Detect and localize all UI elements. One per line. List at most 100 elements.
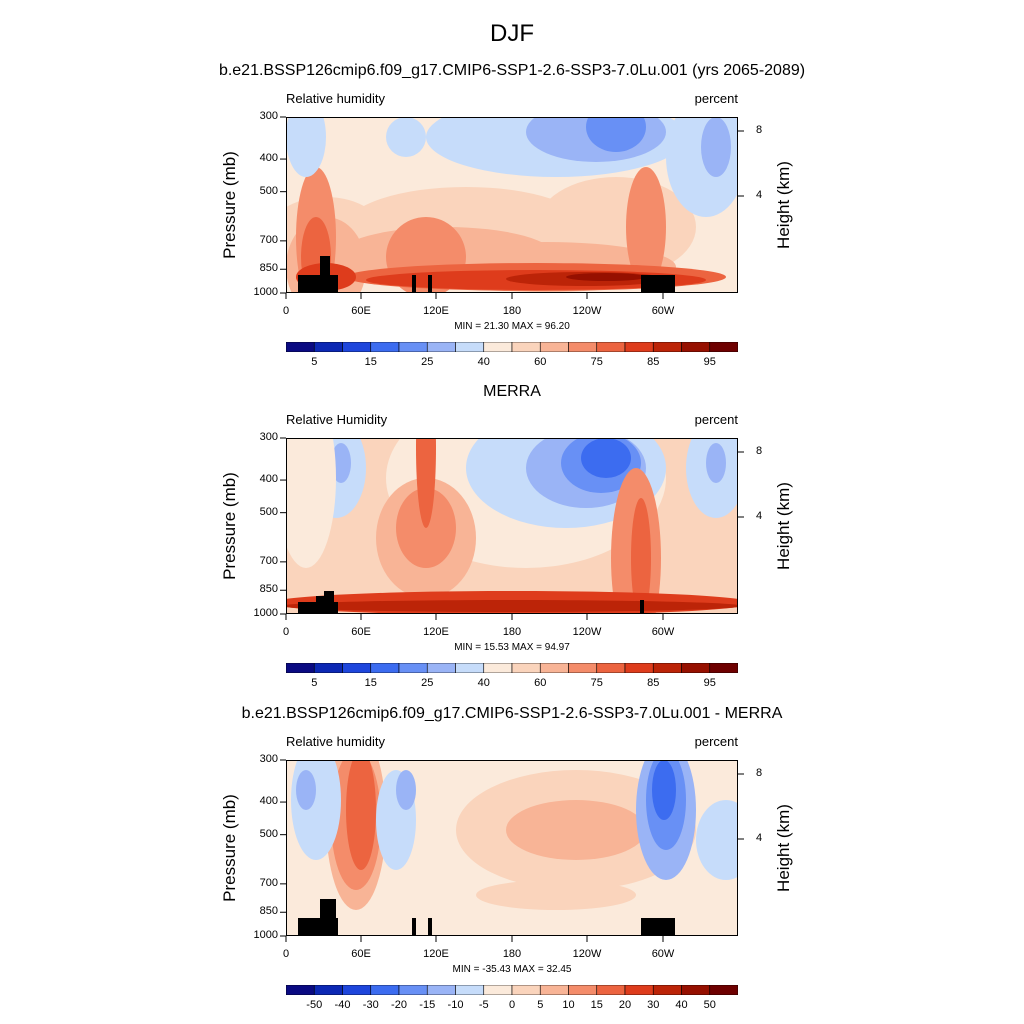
colorbar-swatch [511,663,541,673]
y-tick-label: 1000 [253,607,278,619]
x-tick-label: 60W [651,626,675,638]
colorbar-swatch [624,342,654,352]
height-tick-label: 4 [756,189,763,201]
plot-frame [286,760,738,936]
contour-region [296,770,316,810]
colorbar-swatch [483,663,513,673]
topography-mask [320,899,336,918]
colorbar-label: 50 [703,999,716,1011]
plot-frame [286,438,738,614]
colorbar-swatch [539,342,569,352]
x-tick-label: 120W [572,626,602,638]
height-tick-label: 4 [756,832,763,844]
x-tick-label: 60E [351,948,371,960]
colorbar-label: 25 [421,677,434,689]
colorbar-label: 10 [562,999,575,1011]
x-tick-label: 0 [282,626,290,638]
contour-region [696,800,738,880]
y-tick-label: 300 [259,431,278,443]
contour-region [652,760,676,820]
colorbar-label: -50 [306,999,323,1011]
colorbar-label: 5 [311,677,318,689]
colorbar-swatch [342,985,372,995]
colorbar-swatch [342,663,372,673]
colorbar-label: 95 [703,356,716,368]
colorbar-label: -40 [334,999,351,1011]
contour-region [476,880,636,910]
colorbar-label: 75 [590,356,603,368]
y-tick-label: 500 [259,184,278,197]
x-tick-label: 120E [423,626,449,638]
contour-region [416,438,436,528]
contour-region [701,117,731,177]
height-tick-label: 8 [756,767,763,779]
topography-mask [298,275,338,293]
units-label: percent [694,412,738,427]
colorbar-swatch [286,663,315,673]
y-tick-label: 850 [259,262,278,275]
colorbar-swatch [313,663,343,673]
colorbar-label: 40 [477,356,490,368]
colorbar [286,663,738,673]
min-max-label: MIN = 15.53 MAX = 94.97 [454,642,570,653]
colorbar-swatch [313,342,343,352]
topography-mask [298,602,338,614]
colorbar-swatch [455,663,485,673]
panel-title: b.e21.BSSP126cmip6.f09_g17.CMIP6-SSP1-2.… [241,705,783,722]
colorbar-label: 25 [421,356,434,368]
x-tick-label: 0 [282,305,290,317]
height-tick-label: 4 [756,510,763,522]
contour-region [566,273,646,281]
colorbar-label: 5 [311,356,318,368]
colorbar-label: 40 [477,677,490,689]
colorbar-swatch [455,342,485,352]
x-tick-label: 180 [502,948,522,960]
colorbar [286,985,738,995]
colorbar-swatch [681,342,711,352]
contour-plot [286,438,738,614]
colorbar-swatch [370,342,400,352]
colorbar-label: 60 [534,356,547,368]
height-tick-label: 8 [756,124,763,136]
contour-region [331,443,351,483]
y-tick-label: 300 [259,110,278,122]
colorbar-swatch [596,342,626,352]
colorbar-label: 20 [618,999,632,1011]
colorbar-swatch [681,985,711,995]
colorbar-label: 30 [647,999,660,1011]
colorbar-label: 95 [703,677,716,689]
height-tick-label: 8 [756,445,763,457]
y-tick-label: 500 [259,505,278,518]
x-tick-label: 120W [572,305,602,317]
colorbar-swatch [370,985,400,995]
contour-region [396,770,416,810]
colorbar-swatch [681,663,711,673]
colorbar-swatch [568,663,598,673]
colorbar-swatch [483,985,513,995]
colorbar-swatch [652,985,682,995]
topography-mask [412,918,416,936]
contour-plot [286,760,738,936]
y-tick-label: 400 [259,795,278,808]
colorbar-swatch [426,342,456,352]
topography-mask [641,918,675,936]
y-axis-label: Pressure (mb) [220,472,239,580]
contour-region [626,167,666,287]
y2-axis-label: Height (km) [774,804,793,892]
colorbar-swatch [342,342,372,352]
colorbar-swatch [483,342,513,352]
units-label: percent [694,734,738,749]
contour-region [581,438,631,478]
contour-region [386,117,426,157]
panel-title: b.e21.BSSP126cmip6.f09_g17.CMIP6-SSP1-2.… [218,62,806,79]
colorbar-swatch [624,985,654,995]
x-tick-label: 120E [423,948,449,960]
topography-mask [428,275,432,293]
y-tick-label: 400 [259,473,278,486]
colorbar-swatch [596,985,626,995]
colorbar-swatch [286,985,315,995]
colorbar-swatch [568,342,598,352]
colorbar-label: 85 [647,356,660,368]
contour-region [286,600,738,612]
colorbar-swatch [313,985,343,995]
